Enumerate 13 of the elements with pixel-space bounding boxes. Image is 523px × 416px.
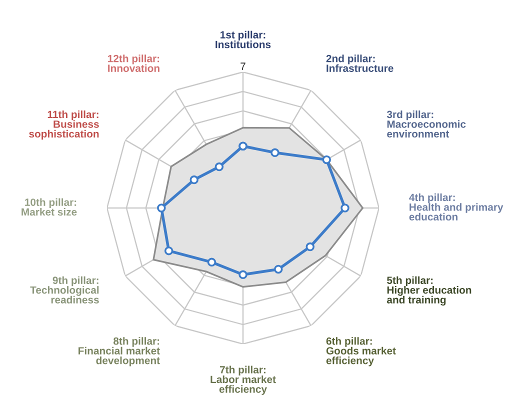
- spoke-label: 11th pillar: Business sophistication: [29, 110, 99, 140]
- spoke-label: 8th pillar: Financial market development: [78, 337, 160, 366]
- spoke-label: 2nd pillar: Infrastructure: [326, 54, 394, 72]
- spoke-label: 12th pillar: Innovation: [108, 54, 160, 72]
- spoke-label: 3rd pillar: Macroeconomic environment: [386, 110, 466, 138]
- spoke-label: 4th pillar: Health and primary education: [409, 193, 504, 221]
- spoke-label: 10th pillar: Market size: [22, 198, 77, 216]
- spoke-label: 1st pillar: Institutions: [216, 30, 271, 48]
- spoke-label: 6th pillar: Goods market efficiency: [326, 337, 396, 366]
- spoke-label: 9th pillar: Technological readiness: [30, 276, 99, 304]
- spoke-label: 7th pillar: Labor market efficiency: [210, 366, 276, 395]
- text: 7: [240, 62, 246, 70]
- spoke-label: 5th pillar: Higher education and training: [386, 276, 472, 306]
